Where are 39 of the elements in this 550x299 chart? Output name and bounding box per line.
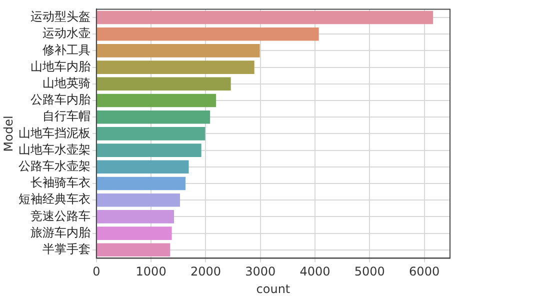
bar	[96, 127, 206, 140]
x-tick-label: 1000	[136, 264, 166, 279]
y-tick-label: 长袖骑车衣	[30, 176, 90, 190]
y-tick-label: 自行车帽	[42, 109, 90, 124]
x-axis-title: count	[256, 282, 290, 296]
y-tick-label: 竞速公路车	[30, 208, 90, 223]
bar	[96, 176, 186, 190]
bar	[96, 27, 319, 41]
bar	[96, 243, 170, 257]
x-tick-label: 2000	[190, 264, 221, 279]
bar	[96, 110, 210, 124]
bar	[96, 10, 434, 24]
y-tick-label: 公路车内胎	[30, 92, 90, 107]
y-tick-label: 运动水壶	[42, 26, 90, 40]
y-tick-label: 山地英骑	[42, 76, 90, 90]
bar	[96, 60, 254, 74]
bar	[96, 144, 202, 157]
bar	[96, 193, 180, 207]
y-tick-label: 短袖经典车衣	[18, 192, 90, 206]
y-tick-label: 修补工具	[42, 42, 90, 57]
bar	[96, 226, 172, 240]
bar	[96, 77, 231, 91]
y-tick-label: 山地车挡泥板	[18, 126, 90, 140]
bar	[96, 210, 174, 224]
bar	[96, 44, 260, 58]
bar	[96, 160, 189, 174]
y-axis-title: Model	[1, 116, 16, 152]
x-tick-label: 4000	[300, 264, 330, 279]
x-tick-label: 0	[92, 264, 100, 279]
x-tick-label: 6000	[409, 264, 440, 279]
x-tick-label: 5000	[354, 264, 385, 279]
y-tick-label: 山地车水壶架	[18, 142, 90, 156]
y-tick-label: 山地车内胎	[30, 59, 90, 74]
x-tick-label: 3000	[245, 264, 276, 279]
bar	[96, 94, 216, 108]
y-tick-label: 半掌手套	[42, 242, 90, 256]
y-tick-label: 公路车水壶架	[18, 159, 90, 174]
y-tick-label: 旅游车内胎	[30, 225, 90, 240]
y-tick-label: 运动型头盔	[30, 10, 90, 24]
